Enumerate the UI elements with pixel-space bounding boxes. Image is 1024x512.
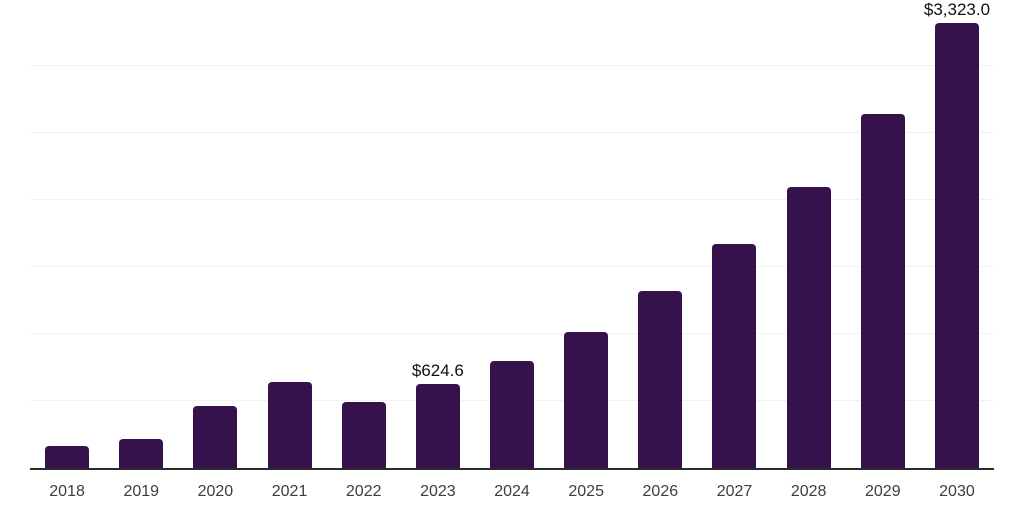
bar-2030 [934, 22, 979, 468]
x-tick-label: 2027 [716, 483, 753, 500]
bar-slot [772, 1, 846, 468]
x-tick-label: 2025 [568, 483, 604, 500]
bar-2027 [712, 244, 757, 468]
gridline [30, 65, 994, 66]
bar-slot [549, 1, 623, 468]
bar-2021 [267, 382, 312, 468]
x-tick-label: 2019 [123, 483, 160, 500]
bar-2028 [786, 186, 831, 468]
gridline [30, 132, 994, 133]
x-tick-label: 2020 [197, 483, 234, 500]
bar-slot [327, 1, 401, 468]
bar-slot [697, 1, 771, 468]
bar-slot: $624.6 [401, 1, 475, 468]
x-tick-label: 2029 [865, 483, 901, 500]
x-tick-label: 2028 [790, 483, 827, 500]
bar-value-label: $3,323.0 [923, 0, 991, 19]
bar-slot [252, 1, 326, 468]
bar-slot [178, 1, 252, 468]
x-tick-label: 2023 [420, 483, 456, 500]
bar-2026 [638, 291, 683, 468]
x-axis-labels: 2018 2019 2020 2021 2022 2023 2024 2025 2026 2027… [30, 482, 994, 502]
x-tick-label: 2024 [494, 483, 530, 500]
bar-slot: $3,323.0 [920, 1, 994, 468]
bar-2024 [490, 360, 535, 468]
gridline [30, 199, 994, 200]
bar-2025 [564, 332, 609, 468]
bar-slot [104, 1, 178, 468]
bar-2018 [45, 445, 90, 468]
bar-2023 [415, 384, 460, 468]
bar-2022 [341, 402, 386, 468]
bar-2019 [119, 439, 164, 468]
x-tick-label: 2026 [642, 483, 679, 500]
bar-2020 [193, 406, 238, 468]
bar-value-label: $624.6 [411, 361, 464, 381]
bar-slot [30, 1, 104, 468]
x-tick-label: 2030 [939, 483, 975, 500]
x-tick-label: 2022 [345, 483, 382, 500]
bars: $624.6 $3,323.0 [30, 1, 994, 468]
bar-slot [475, 1, 549, 468]
bar-slot [846, 1, 920, 468]
plot-area: $624.6 $3,323.0 [30, 1, 994, 470]
bar-2029 [860, 113, 905, 468]
gridline [30, 266, 994, 267]
x-tick-label: 2018 [49, 483, 85, 500]
gridline [30, 333, 994, 334]
x-tick-label: 2021 [271, 483, 308, 500]
bar-slot [623, 1, 697, 468]
